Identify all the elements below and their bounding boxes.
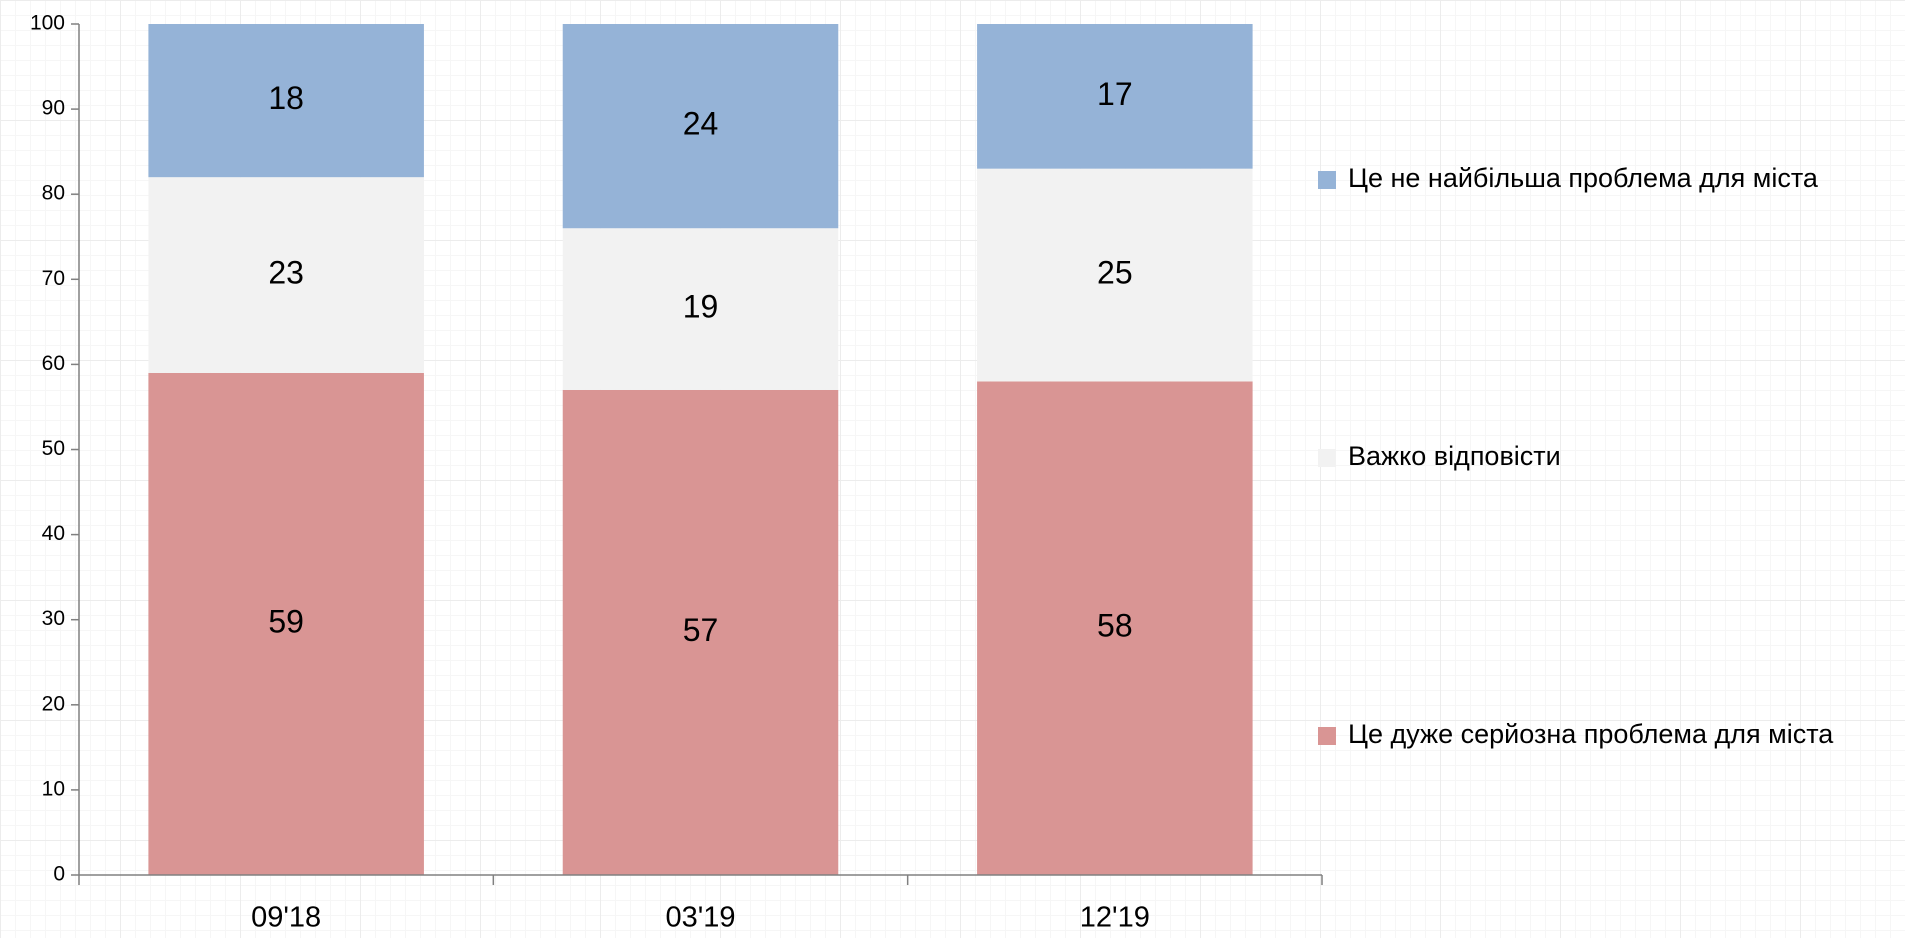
bar-segment bbox=[148, 372, 424, 875]
data-label: 23 bbox=[268, 254, 304, 290]
y-tick-label: 100 bbox=[30, 12, 65, 35]
data-label: 57 bbox=[683, 612, 719, 648]
y-tick-label: 70 bbox=[42, 267, 65, 290]
y-tick-label: 30 bbox=[42, 607, 65, 630]
bar-segment bbox=[977, 24, 1253, 169]
bar-segment bbox=[562, 389, 839, 875]
bar-segment bbox=[148, 177, 424, 373]
legend-swatch bbox=[1318, 727, 1336, 745]
data-label: 17 bbox=[1097, 76, 1133, 112]
legend-label: Це не найбільша проблема для міста bbox=[1348, 163, 1819, 193]
legend-label: Важко відповісти bbox=[1348, 441, 1561, 471]
data-label: 25 bbox=[1097, 254, 1133, 290]
data-label: 18 bbox=[268, 80, 304, 116]
data-label: 59 bbox=[268, 603, 304, 639]
y-tick-label: 80 bbox=[42, 182, 65, 205]
data-label: 58 bbox=[1097, 608, 1133, 644]
y-tick-label: 20 bbox=[42, 692, 65, 715]
legend-swatch bbox=[1318, 171, 1336, 189]
bar-segment bbox=[562, 228, 839, 390]
y-tick-label: 0 bbox=[53, 863, 65, 886]
bar-segment bbox=[977, 381, 1253, 875]
bar-segment bbox=[977, 168, 1253, 382]
data-label: 19 bbox=[683, 289, 719, 325]
y-tick-label: 60 bbox=[42, 352, 65, 375]
bar-segment bbox=[148, 24, 424, 178]
legend-label: Це дуже серйозна проблема для міста bbox=[1348, 719, 1834, 749]
y-tick-label: 40 bbox=[42, 522, 65, 545]
x-tick-label: 09'18 bbox=[251, 902, 321, 934]
y-tick-label: 10 bbox=[42, 777, 65, 800]
y-tick-label: 90 bbox=[42, 97, 65, 120]
bar-segment bbox=[562, 24, 839, 229]
y-tick-label: 50 bbox=[42, 437, 65, 460]
x-tick-label: 12'19 bbox=[1080, 902, 1150, 934]
data-label: 24 bbox=[683, 106, 719, 142]
x-tick-label: 03'19 bbox=[665, 902, 735, 934]
legend-swatch bbox=[1318, 449, 1336, 467]
